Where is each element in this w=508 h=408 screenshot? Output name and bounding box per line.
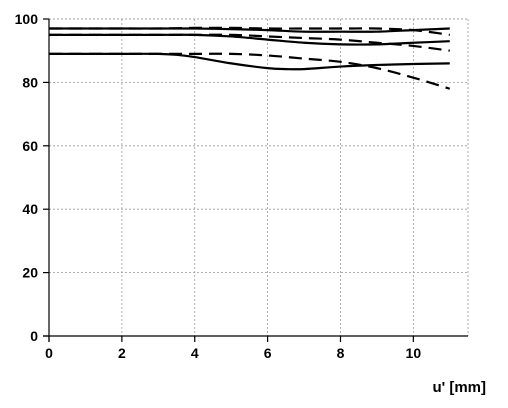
y-tick-label: 60 xyxy=(22,138,38,154)
grid-layer xyxy=(49,18,469,336)
x-axis-title: u' [mm] xyxy=(432,379,486,396)
y-tick-label: 0 xyxy=(30,328,38,344)
y-tick-label: 80 xyxy=(22,74,38,90)
x-tick-label: 0 xyxy=(45,345,53,361)
x-tick-label: 4 xyxy=(191,345,199,361)
solid-series-line-5 xyxy=(49,52,450,71)
y-tick-label: 40 xyxy=(22,201,38,217)
x-tick-label: 10 xyxy=(406,345,422,361)
x-tick-label: 8 xyxy=(337,345,345,361)
axis-layer xyxy=(43,18,468,342)
y-tick-label: 20 xyxy=(22,265,38,281)
dashed-series-line-4 xyxy=(49,33,450,52)
series-layer xyxy=(49,26,451,90)
dashed-series-line-6 xyxy=(49,52,451,90)
y-tick-label: 100 xyxy=(15,11,39,27)
label-layer: 0 20 40 60 80 100 0 2 4 6 8 10 xyxy=(15,11,422,361)
x-tick-label: 6 xyxy=(264,345,272,361)
x-tick-label: 2 xyxy=(118,345,126,361)
dashed-series-line-2 xyxy=(49,26,450,36)
